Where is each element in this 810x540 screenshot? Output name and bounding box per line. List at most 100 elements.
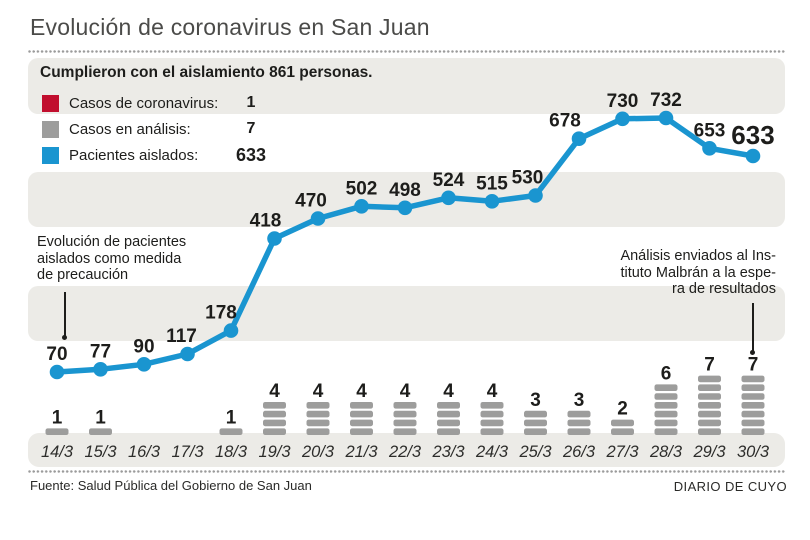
bar-value-label: 4 — [443, 381, 454, 402]
dotted-divider-top — [28, 50, 786, 53]
background-stripe-3 — [28, 286, 785, 341]
bar-dash — [480, 410, 504, 418]
data-point-label: 515 — [476, 173, 508, 194]
bar-value-label: 3 — [530, 390, 541, 411]
bar-value-label: 1 — [226, 407, 237, 428]
bar-dash — [567, 428, 591, 435]
bar-dash — [567, 410, 591, 418]
date-label: 18/3 — [215, 443, 248, 461]
date-label: 29/3 — [692, 443, 726, 461]
date-label: 24/3 — [475, 443, 509, 461]
publisher-credit: DIARIO DE CUYO — [673, 479, 787, 494]
bar-dash — [524, 410, 547, 418]
bar-dash — [698, 419, 721, 427]
legend-label: Casos de coronavirus: — [69, 94, 219, 112]
annotation-pointer-dot — [750, 350, 755, 355]
annotation-left: Evolución de pacientes aislados como med… — [37, 234, 187, 283]
data-point-label: 498 — [389, 180, 421, 201]
bar-dash — [306, 402, 330, 409]
date-label: 26/3 — [562, 443, 596, 461]
bar-dash — [350, 428, 373, 435]
bar-dash — [567, 419, 591, 427]
legend-item-casos-analisis: Casos en análisis: 7 — [42, 120, 255, 138]
date-label: 21/3 — [344, 443, 378, 461]
gray-square-icon — [42, 120, 59, 138]
bar-value-label: 4 — [400, 381, 411, 402]
date-label: 17/3 — [171, 443, 204, 461]
bar-dash — [741, 428, 765, 435]
bar-dash — [654, 393, 678, 400]
bar-value-label: 7 — [748, 355, 759, 376]
bar-dash — [437, 428, 460, 435]
x-axis-band — [28, 433, 785, 467]
bar-dash — [698, 384, 721, 391]
data-point-label: 117 — [166, 326, 197, 347]
annotation-pointer-line — [64, 292, 66, 336]
bar-dash — [306, 428, 330, 435]
bar-dash — [393, 428, 417, 435]
bar-dash — [611, 419, 634, 427]
bar-dash — [350, 410, 373, 418]
bar-dash — [741, 384, 765, 391]
bar-dash — [698, 375, 721, 383]
bar-dash — [393, 410, 417, 418]
bar-dash — [263, 428, 286, 435]
date-label: 27/3 — [605, 443, 639, 461]
bar-dash — [393, 419, 417, 427]
source-credit: Fuente: Salud Pública del Gobierno de Sa… — [30, 478, 312, 493]
bar-dash — [89, 428, 112, 435]
data-point — [571, 131, 587, 146]
bar-dash — [654, 384, 678, 391]
bar-dash — [741, 375, 765, 383]
bar-dash — [437, 419, 460, 427]
data-point — [702, 141, 717, 156]
date-label: 30/3 — [737, 443, 770, 461]
bar-dash — [741, 410, 765, 418]
data-point — [745, 148, 761, 164]
page-title: Evolución de coronavirus en San Juan — [30, 14, 430, 40]
data-point — [93, 362, 108, 377]
data-point — [223, 323, 239, 338]
background-stripe-1 — [28, 58, 785, 114]
data-point — [528, 188, 543, 203]
bar-dash — [698, 428, 721, 435]
bar-value-label: 6 — [661, 363, 672, 384]
bar-dash — [698, 402, 721, 409]
data-point-label: 470 — [295, 191, 327, 212]
data-point-label: 90 — [133, 336, 154, 357]
data-point — [615, 111, 630, 127]
data-point — [49, 364, 65, 380]
legend-label: Casos en análisis: — [69, 120, 191, 138]
data-point — [484, 194, 500, 209]
bar-dash — [306, 419, 330, 427]
legend-label: Pacientes aislados: — [69, 146, 199, 164]
data-point-label: 653 — [694, 120, 726, 141]
bar-dash — [480, 419, 504, 427]
bar-dash — [263, 402, 286, 409]
legend-header: Cumplieron con el aislamiento 861 person… — [40, 64, 373, 81]
bar-dash — [437, 402, 460, 409]
bar-dash — [480, 402, 504, 409]
bar-dash — [741, 419, 765, 427]
data-point — [441, 190, 456, 206]
bar-dash — [741, 402, 765, 409]
bar-value-label: 3 — [574, 390, 585, 411]
blue-square-icon — [42, 146, 59, 164]
date-label: 20/3 — [301, 443, 335, 461]
data-point-label: 70 — [46, 344, 67, 365]
bar-dash — [654, 428, 678, 435]
bar-dash — [350, 402, 373, 409]
date-label: 19/3 — [258, 443, 291, 461]
data-point-label: 730 — [607, 91, 639, 112]
date-label: 15/3 — [84, 443, 117, 461]
date-label: 22/3 — [388, 443, 422, 461]
bar-dash — [306, 410, 330, 418]
bar-value-label: 2 — [617, 399, 628, 420]
legend-item-casos-coronavirus: Casos de coronavirus: 1 — [42, 94, 255, 112]
data-point — [354, 199, 369, 214]
bar-dash — [263, 419, 286, 427]
bar-dash — [263, 410, 286, 418]
bar-value-label: 7 — [704, 355, 715, 376]
